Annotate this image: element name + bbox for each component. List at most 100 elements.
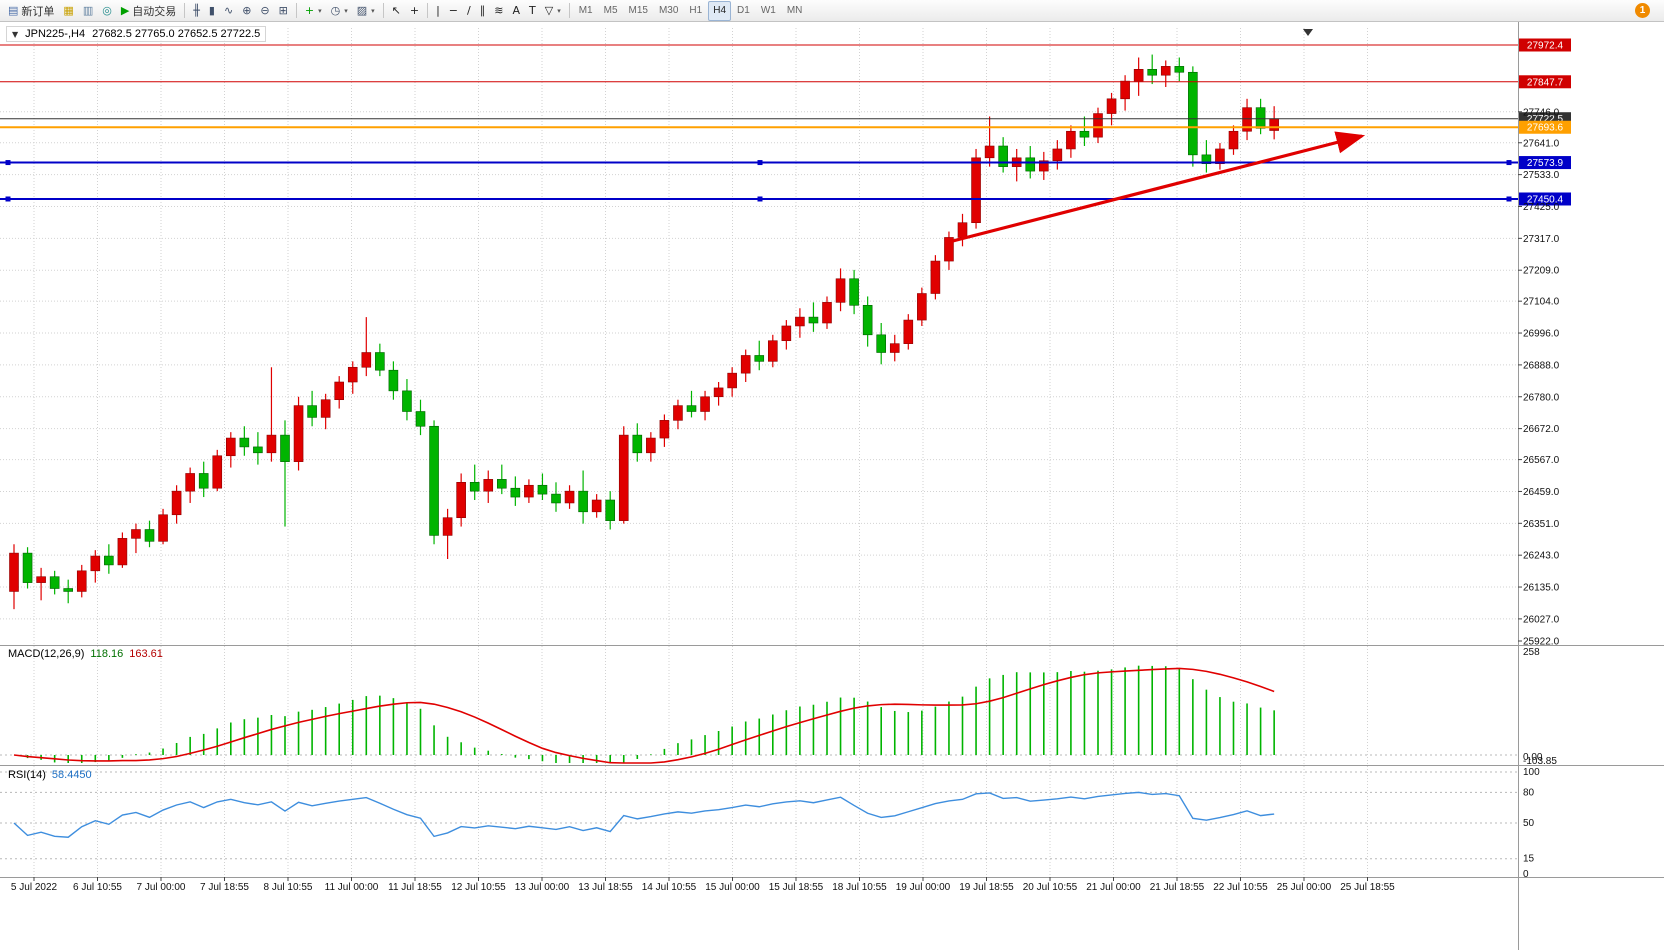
- indicators-button[interactable]: + ▾: [301, 1, 326, 21]
- cursor-icon: ↖: [391, 4, 401, 17]
- shapes-button[interactable]: ▽ ▾: [541, 1, 565, 21]
- candle-body: [618, 434, 629, 521]
- macd-signal-line: [13, 667, 1275, 764]
- grid: [0, 28, 1518, 877]
- price-tag-label: 27847.7: [1527, 77, 1564, 88]
- profiles-button[interactable]: ▥: [79, 1, 97, 21]
- macd-label: MACD(12,26,9) 118.16 163.61: [8, 648, 163, 660]
- crosshair-button[interactable]: +: [406, 1, 423, 21]
- x-axis-label: 25 Jul 18:55: [1340, 882, 1395, 893]
- y-axis-label: 26996.0: [1523, 329, 1560, 340]
- timeframe-d1-button[interactable]: D1: [737, 5, 750, 16]
- auto-trading-button[interactable]: ▶ 自动交易: [117, 1, 180, 21]
- line-handle[interactable]: [757, 196, 763, 202]
- horizontal-line-button[interactable]: −: [445, 1, 462, 21]
- line-handle[interactable]: [1506, 160, 1512, 166]
- macd-title: MACD(12,26,9): [8, 648, 85, 660]
- candle-body: [9, 552, 19, 592]
- notification-badge[interactable]: 1: [1635, 3, 1650, 18]
- trendline-button[interactable]: /: [463, 1, 475, 21]
- candle-body: [456, 482, 466, 519]
- line-handle[interactable]: [5, 160, 11, 166]
- templates-button[interactable]: ▨ ▾: [353, 1, 379, 21]
- x-axis-label: 6 Jul 10:55: [73, 882, 122, 893]
- candle-body: [320, 399, 331, 418]
- x-axis-label: 22 Jul 10:55: [1213, 882, 1268, 893]
- price-tag: [1519, 75, 1571, 89]
- candle-body: [375, 352, 385, 371]
- fibonacci-button[interactable]: ≋: [490, 1, 507, 21]
- rsi-axis-label: 50: [1523, 818, 1535, 829]
- x-axis-label: 20 Jul 10:55: [1023, 882, 1078, 893]
- new-order-icon: ▤: [8, 4, 19, 17]
- line-chart-button[interactable]: ∿: [220, 1, 237, 21]
- shapes-icon: ▽: [544, 4, 554, 17]
- candle-body: [185, 473, 195, 492]
- candle-body: [76, 570, 87, 592]
- zoom-in-button[interactable]: ⊕: [238, 1, 255, 21]
- new-order-button[interactable]: ▤ 新订单: [4, 1, 58, 21]
- candle-body: [104, 555, 114, 566]
- toolbar-separator: [382, 3, 384, 18]
- candle-body: [781, 325, 792, 342]
- vertical-line-icon: |: [436, 4, 440, 17]
- strategy-tester-button[interactable]: ◎: [98, 1, 116, 21]
- horizontal-line-icon: −: [448, 4, 459, 17]
- rsi-axis-label: 15: [1523, 854, 1535, 865]
- macd-axis-label: 258: [1523, 647, 1540, 658]
- price-tag: [1519, 156, 1571, 170]
- candlestick-chart-button[interactable]: ▮: [205, 1, 219, 21]
- trend-arrow[interactable]: [944, 131, 1366, 245]
- bar-chart-icon: ╫: [193, 4, 200, 17]
- zoom-out-button[interactable]: ⊖: [256, 1, 273, 21]
- candle-body: [226, 437, 236, 457]
- y-axis-label: 26672.0: [1523, 424, 1560, 435]
- timeframe-mn-button[interactable]: MN: [786, 5, 803, 16]
- bar-chart-button[interactable]: ╫: [189, 1, 204, 21]
- candle-body: [469, 482, 480, 492]
- line-chart-icon: ∿: [223, 4, 234, 17]
- ohlc-label: 27682.5 27765.0 27652.5 27722.5: [92, 28, 261, 40]
- timeframe-h4-button[interactable]: H4: [708, 0, 732, 21]
- vertical-line-button[interactable]: |: [432, 1, 444, 21]
- channel-button[interactable]: ∥: [476, 1, 490, 21]
- arrow-label-button[interactable]: T: [525, 1, 540, 21]
- y-axis-label: 27746.0: [1523, 107, 1560, 118]
- toolbar: ▤ 新订单 ▦ ▥ ◎ ▶ 自动交易 ╫ ▮ ∿ ⊕ ⊖ ⊞ + ▾ ◷ ▾ ▨ ▾ ↖ + | − / ∥ ≋ A T ▽ ▾ M1 M5 M…: [0, 0, 1664, 22]
- timeframe-h1-button[interactable]: H1: [689, 5, 703, 16]
- cursor-button[interactable]: ↖: [388, 1, 405, 21]
- timeframe-w1-button[interactable]: W1: [760, 5, 776, 16]
- caret-down-icon: ▾: [344, 6, 348, 15]
- chart-shift-marker[interactable]: [1303, 29, 1313, 36]
- candle-body: [239, 437, 250, 448]
- candle-body: [1174, 66, 1185, 73]
- candle-body: [591, 499, 602, 513]
- price-tag-label: 27450.4: [1527, 194, 1564, 205]
- price-tag: [1519, 38, 1571, 52]
- timeframe-m1-button[interactable]: M1: [578, 5, 593, 16]
- y-axis-label: 27533.0: [1523, 170, 1560, 181]
- arrow-label-icon: T: [528, 4, 536, 17]
- candle-body: [754, 355, 765, 362]
- y-axis-label: 27104.0: [1523, 297, 1560, 308]
- zoom-in-icon: ⊕: [242, 4, 252, 17]
- tile-windows-button[interactable]: ⊞: [275, 1, 292, 21]
- timeframe-m30-button[interactable]: M30: [658, 5, 679, 16]
- timeframe-m15-button[interactable]: M15: [628, 5, 648, 16]
- x-axis-label: 13 Jul 18:55: [578, 882, 633, 893]
- line-handle[interactable]: [1506, 196, 1512, 202]
- x-axis-label: 19 Jul 18:55: [959, 882, 1014, 893]
- y-axis-label: 26888.0: [1523, 360, 1560, 371]
- periods-button[interactable]: ◷ ▾: [327, 1, 352, 21]
- candle-body: [63, 588, 74, 592]
- candle-body: [144, 529, 155, 542]
- x-axis-label: 15 Jul 00:00: [705, 882, 760, 893]
- one-click-trading-toggle-icon[interactable]: ▼: [12, 29, 19, 39]
- new-chart-button[interactable]: ▦: [59, 1, 77, 21]
- timeframe-m5-button[interactable]: M5: [603, 5, 618, 16]
- line-handle[interactable]: [5, 196, 11, 202]
- candle-body: [131, 529, 141, 539]
- text-button[interactable]: A: [508, 1, 524, 21]
- line-handle[interactable]: [757, 160, 763, 166]
